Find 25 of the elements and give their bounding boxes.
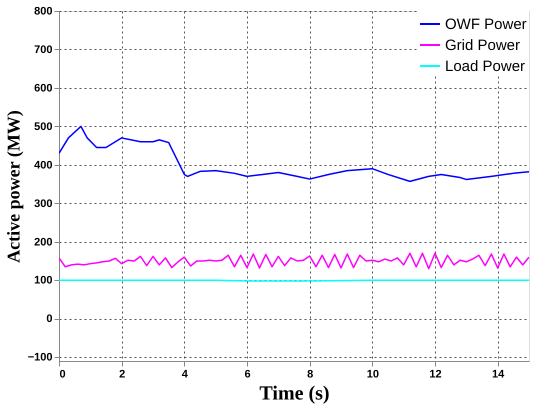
y-tick-label: 300 xyxy=(34,198,52,210)
x-axis-title: Time (s) xyxy=(259,382,330,404)
y-axis-title: Active power (MW) xyxy=(4,110,24,263)
y-tick-label: 400 xyxy=(34,159,52,172)
y-tick-label: 600 xyxy=(34,82,52,94)
x-tick-label: 4 xyxy=(182,368,189,380)
x-tick-label: 2 xyxy=(119,368,126,380)
x-tick-label: 10 xyxy=(366,368,379,380)
y-tick-label: −100 xyxy=(28,352,52,364)
line-series xyxy=(59,252,529,270)
y-tick-label: 100 xyxy=(34,274,52,287)
legend-label: OWF Power xyxy=(445,16,527,33)
line-series xyxy=(59,126,529,182)
x-tick-label: 12 xyxy=(429,368,442,380)
y-tick-label: 200 xyxy=(34,236,52,248)
x-tick-label: 0 xyxy=(60,368,66,380)
x-tick-label: 8 xyxy=(307,368,314,380)
x-tick-label: 14 xyxy=(492,368,506,380)
x-tick-label: 6 xyxy=(244,368,251,380)
y-tick-label: 800 xyxy=(34,6,52,18)
y-tick-label: 0 xyxy=(46,313,52,326)
legend-label: Load Power xyxy=(445,58,526,75)
y-tick-label: 500 xyxy=(34,120,52,133)
legend-label: Grid Power xyxy=(445,37,520,54)
y-tick-label: 700 xyxy=(34,44,52,56)
